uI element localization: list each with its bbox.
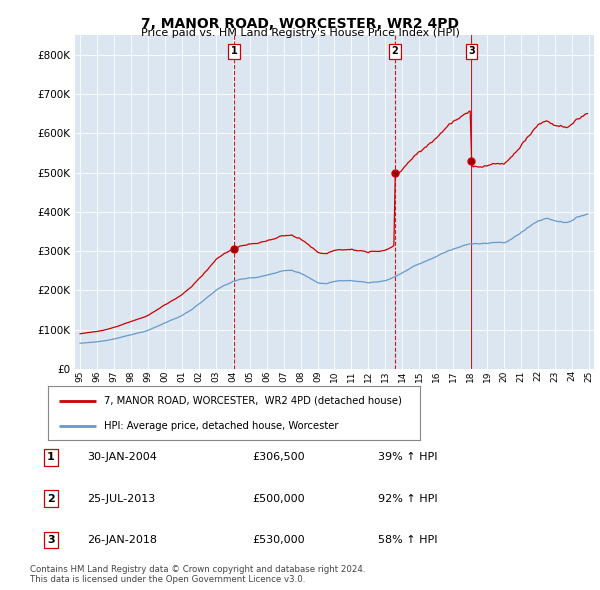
- Text: £306,500: £306,500: [252, 453, 305, 462]
- Text: HPI: Average price, detached house, Worcester: HPI: Average price, detached house, Worc…: [104, 421, 338, 431]
- Text: 3: 3: [47, 535, 55, 545]
- Text: 7, MANOR ROAD, WORCESTER,  WR2 4PD (detached house): 7, MANOR ROAD, WORCESTER, WR2 4PD (detac…: [104, 396, 401, 406]
- Text: 39% ↑ HPI: 39% ↑ HPI: [378, 453, 437, 462]
- Text: 58% ↑ HPI: 58% ↑ HPI: [378, 535, 437, 545]
- Text: 3: 3: [468, 46, 475, 56]
- Text: 26-JAN-2018: 26-JAN-2018: [87, 535, 157, 545]
- Text: 1: 1: [231, 46, 238, 56]
- Text: 30-JAN-2004: 30-JAN-2004: [87, 453, 157, 462]
- Text: 1: 1: [47, 453, 55, 462]
- Text: 2: 2: [47, 494, 55, 503]
- Text: 25-JUL-2013: 25-JUL-2013: [87, 494, 155, 503]
- Text: 2: 2: [392, 46, 398, 56]
- Text: £500,000: £500,000: [252, 494, 305, 503]
- Text: Price paid vs. HM Land Registry's House Price Index (HPI): Price paid vs. HM Land Registry's House …: [140, 28, 460, 38]
- Text: £530,000: £530,000: [252, 535, 305, 545]
- Text: Contains HM Land Registry data © Crown copyright and database right 2024.: Contains HM Land Registry data © Crown c…: [30, 565, 365, 574]
- Text: 92% ↑ HPI: 92% ↑ HPI: [378, 494, 437, 503]
- Text: This data is licensed under the Open Government Licence v3.0.: This data is licensed under the Open Gov…: [30, 575, 305, 584]
- Text: 7, MANOR ROAD, WORCESTER, WR2 4PD: 7, MANOR ROAD, WORCESTER, WR2 4PD: [141, 17, 459, 31]
